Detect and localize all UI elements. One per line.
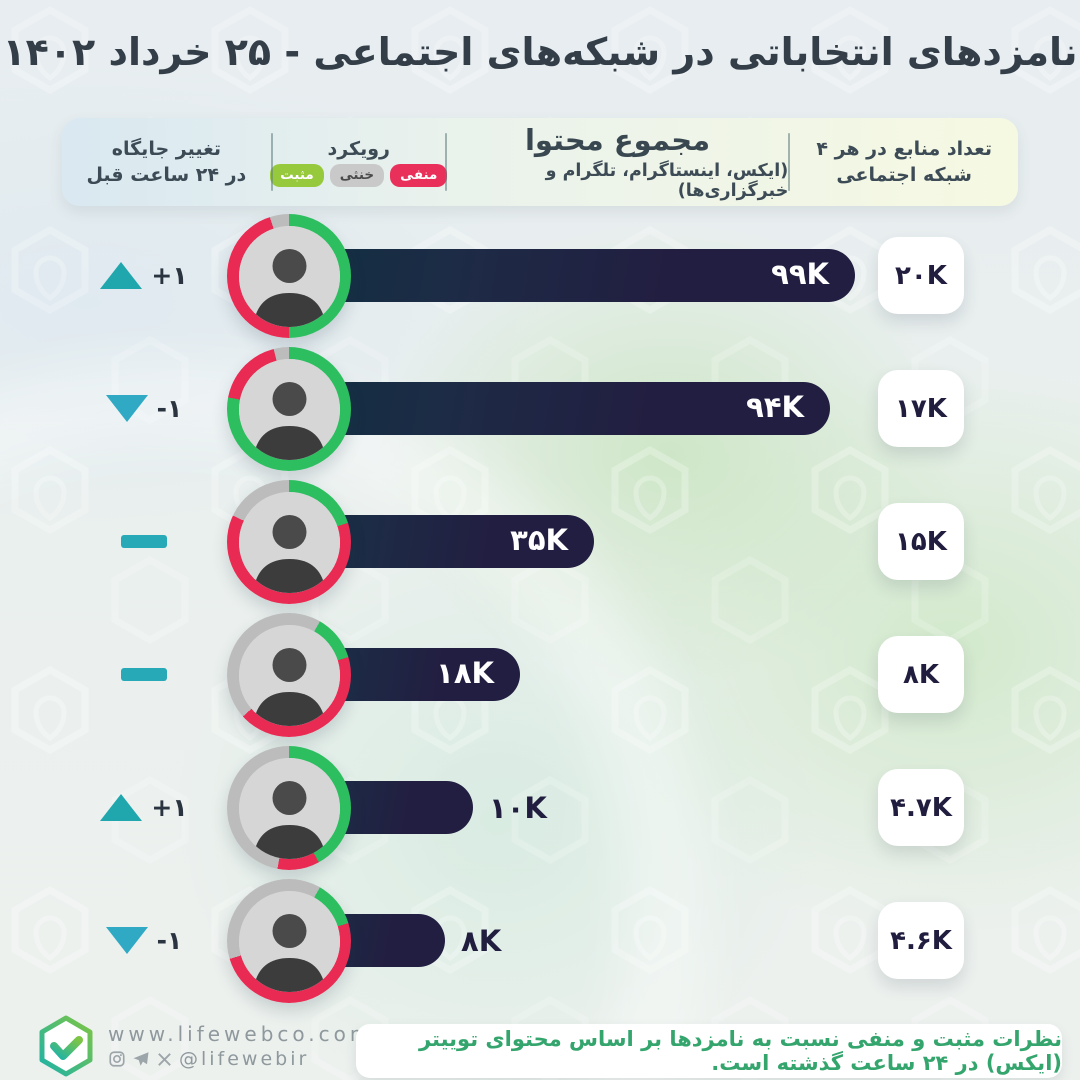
sources-value: ۴.۷K [890,792,952,823]
sources-card: ۴.۷K [878,769,964,846]
candidate-row: +۱ ۱۰K ۴.۷K [0,741,1080,874]
content-total-bar: ۹۴K [270,382,830,435]
content-total-value: ۳۵K [510,523,568,557]
person-silhouette-icon [238,225,340,327]
social-handle: @lifewebir [179,1048,310,1070]
sources-value: ۲۰K [895,260,947,291]
sources-label-line1: تعداد منابع در هر ۴ [816,138,992,160]
sentiment-legend: منفی خنثی مثبت [270,163,448,187]
content-title: مجموع محتوا [524,123,711,157]
rank-change [88,475,200,608]
footnote-pill: نظرات مثبت و منفی نسبت به نامزدها بر اسا… [356,1024,1062,1078]
change-label-line1: تغییر جایگاه [111,138,221,160]
change-label-line2: در ۲۴ ساعت قبل [86,164,247,186]
person-silhouette-icon [238,358,340,460]
header-content-section: مجموع محتوا (ایکس، اینستاگرام، تلگرام و … [447,123,789,201]
telegram-icon [133,1052,149,1066]
sources-value: ۸K [902,659,940,690]
sources-card: ۸K [878,636,964,713]
sources-card: ۱۵K [878,503,964,580]
sources-card: ۲۰K [878,237,964,314]
rank-down-icon [105,395,148,422]
candidate-row: ۳۵K ۱۵K [0,475,1080,608]
candidate-rows: +۱ ۹۹K ۲۰K -۱ [0,209,1080,1007]
rank-change-value: -۱ [156,926,183,955]
sources-value: ۴.۶K [890,925,952,956]
sentiment-ring [227,879,351,1003]
header-divider [444,133,447,191]
legend-header-bar: تعداد منابع در هر ۴ شبکه اجتماعی مجموع م… [62,118,1018,206]
page-title: نامزدهای انتخاباتی در شبکه‌های اجتماعی -… [2,30,1078,74]
rank-up-icon [100,794,143,821]
content-total-value: ۱۸K [436,656,494,690]
footer-links: www.lifewebco.com @lifewebir [108,1022,373,1070]
social-handle-row: @lifewebir [108,1048,373,1070]
content-total-value-outside: ۸K [461,923,502,958]
content-total-value: ۹۴K [746,390,804,424]
person-silhouette-icon [238,624,340,726]
header-divider [270,133,273,191]
approach-label: رویکرد [327,137,390,160]
content-total-value: ۹۹K [771,257,829,291]
website-url: www.lifewebco.com [108,1022,374,1046]
sentiment-ring [227,214,351,338]
candidate-photo [238,358,340,460]
candidate-photo [238,757,340,859]
person-silhouette-icon [238,757,340,859]
footer-brand: www.lifewebco.com @lifewebir [34,1014,373,1078]
sentiment-ring [227,480,351,604]
legend-chip-neutral: خنثی [329,163,385,187]
candidate-row: ۱۸K ۸K [0,608,1080,741]
person-silhouette-icon [238,890,340,992]
rank-change [88,608,200,741]
candidate-photo [238,624,340,726]
candidate-photo [238,491,340,593]
candidate-photo [238,225,340,327]
content-subtitle: (ایکس، اینستاگرام، تلگرام و خبرگزاری‌ها) [545,161,789,201]
sources-card: ۱۷K [878,370,964,447]
sources-label-line2: شبکه اجتماعی [836,164,972,186]
rank-change-value: -۱ [156,394,183,423]
rank-change: +۱ [88,209,200,342]
rank-change: -۱ [88,874,200,1007]
rank-up-icon [100,262,143,289]
sources-value: ۱۵K [895,526,947,557]
sources-value: ۱۷K [895,393,947,424]
candidate-row: +۱ ۹۹K ۲۰K [0,209,1080,342]
rank-nochange-icon [121,668,167,681]
rank-change-value: +۱ [151,261,188,290]
rank-change: -۱ [88,342,200,475]
rank-change: +۱ [88,741,200,874]
rank-nochange-icon [121,535,167,548]
rank-down-icon [105,927,148,954]
candidate-photo [238,890,340,992]
header-change-section: تغییر جایگاه در ۲۴ ساعت قبل [62,138,271,186]
content-total-bar: ۹۹K [270,249,855,302]
x-twitter-icon [158,1052,171,1066]
candidate-row: -۱ ۹۴K ۱۷K [0,342,1080,475]
sentiment-ring [227,613,351,737]
sentiment-ring [227,347,351,471]
header-sources-section: تعداد منابع در هر ۴ شبکه اجتماعی [790,138,1018,186]
legend-chip-positive: مثبت [270,163,324,187]
sentiment-ring [227,746,351,870]
person-silhouette-icon [238,491,340,593]
content-total-value-outside: ۱۰K [489,790,547,825]
sources-card: ۴.۶K [878,902,964,979]
candidate-row: -۱ ۸K ۴.۶K [0,874,1080,1007]
legend-chip-negative: منفی [390,163,448,187]
header-divider [788,133,791,191]
header-approach-section: رویکرد منفی خنثی مثبت [270,137,448,187]
lifeweb-logo [39,1015,93,1077]
instagram-icon [109,1051,125,1067]
footnote-text: نظرات مثبت و منفی نسبت به نامزدها بر اسا… [418,1027,1062,1075]
rank-change-value: +۱ [151,793,188,822]
